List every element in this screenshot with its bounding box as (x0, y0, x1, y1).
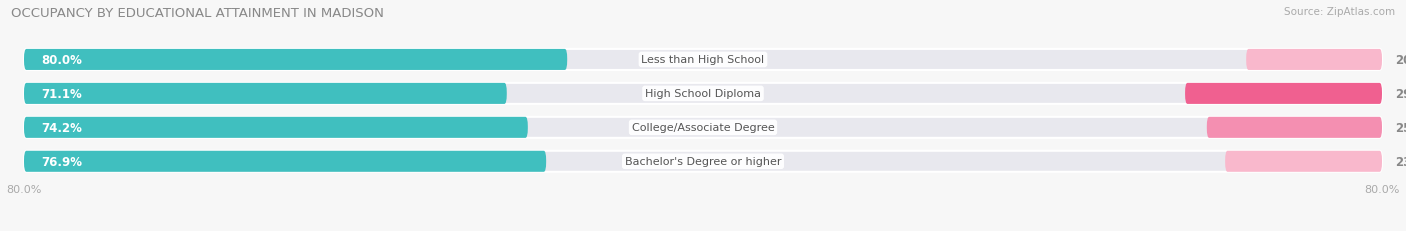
Legend: Owner-occupied, Renter-occupied: Owner-occupied, Renter-occupied (589, 228, 817, 231)
Text: 25.8%: 25.8% (1395, 121, 1406, 134)
FancyBboxPatch shape (24, 83, 1382, 104)
Text: 80.0%: 80.0% (41, 54, 82, 67)
Text: 23.1%: 23.1% (1395, 155, 1406, 168)
Text: Bachelor's Degree or higher: Bachelor's Degree or higher (624, 157, 782, 167)
Text: 20.0%: 20.0% (1395, 54, 1406, 67)
FancyBboxPatch shape (24, 83, 506, 104)
FancyBboxPatch shape (1246, 50, 1382, 71)
Text: High School Diploma: High School Diploma (645, 89, 761, 99)
FancyBboxPatch shape (24, 50, 567, 71)
FancyBboxPatch shape (24, 117, 1382, 138)
FancyBboxPatch shape (24, 151, 1382, 172)
FancyBboxPatch shape (1185, 83, 1382, 104)
Text: 29.0%: 29.0% (1395, 88, 1406, 100)
Text: OCCUPANCY BY EDUCATIONAL ATTAINMENT IN MADISON: OCCUPANCY BY EDUCATIONAL ATTAINMENT IN M… (11, 7, 384, 20)
FancyBboxPatch shape (1206, 117, 1382, 138)
Text: 71.1%: 71.1% (41, 88, 82, 100)
Text: 76.9%: 76.9% (41, 155, 82, 168)
Text: 74.2%: 74.2% (41, 121, 82, 134)
Text: Source: ZipAtlas.com: Source: ZipAtlas.com (1284, 7, 1395, 17)
FancyBboxPatch shape (24, 50, 1382, 71)
FancyBboxPatch shape (24, 117, 527, 138)
FancyBboxPatch shape (1225, 151, 1382, 172)
Text: College/Associate Degree: College/Associate Degree (631, 123, 775, 133)
FancyBboxPatch shape (24, 151, 546, 172)
Text: Less than High School: Less than High School (641, 55, 765, 65)
